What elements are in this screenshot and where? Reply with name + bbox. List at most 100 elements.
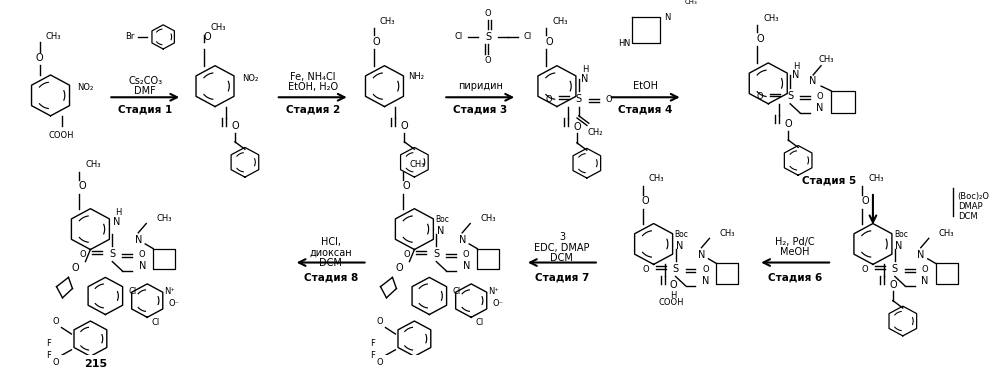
Text: N⁺: N⁺: [488, 287, 499, 296]
Text: DMAP: DMAP: [958, 202, 982, 211]
Text: S: S: [109, 249, 116, 259]
Text: O: O: [921, 265, 928, 273]
Text: H: H: [618, 39, 625, 48]
Text: Cl: Cl: [151, 318, 159, 328]
Text: CH₃: CH₃: [763, 14, 779, 23]
Text: N⁺: N⁺: [164, 287, 175, 296]
Text: N: N: [135, 235, 142, 245]
Text: COOH: COOH: [658, 298, 684, 307]
Text: O: O: [139, 250, 146, 259]
Text: COOH: COOH: [49, 131, 74, 140]
Text: O: O: [373, 36, 381, 47]
Text: HCl,: HCl,: [321, 237, 341, 247]
Text: N: N: [676, 241, 683, 251]
Text: NO₂: NO₂: [242, 74, 258, 83]
Text: MeOH: MeOH: [780, 247, 810, 257]
Text: CH₃: CH₃: [939, 229, 954, 238]
Text: O: O: [669, 280, 677, 290]
Text: N: N: [816, 103, 824, 113]
Text: O: O: [641, 196, 649, 206]
Text: O: O: [757, 92, 763, 101]
Text: O: O: [72, 263, 79, 273]
Text: Стадия 1: Стадия 1: [118, 105, 173, 114]
Text: 215: 215: [84, 359, 107, 368]
Text: S: S: [575, 94, 582, 104]
Text: DCM: DCM: [320, 258, 342, 268]
Text: S: S: [892, 264, 898, 274]
Text: Boc: Boc: [894, 230, 908, 239]
Text: N: N: [459, 235, 466, 245]
Text: N: N: [463, 261, 470, 271]
Text: O: O: [702, 265, 708, 273]
Text: CH₂: CH₂: [587, 128, 602, 137]
Text: CH₃: CH₃: [818, 55, 834, 64]
Text: O: O: [79, 250, 86, 259]
Text: O: O: [545, 36, 552, 47]
Text: H: H: [115, 208, 122, 217]
Text: Стадия 6: Стадия 6: [768, 272, 822, 282]
Text: O: O: [861, 265, 868, 273]
Text: 3: 3: [558, 233, 565, 243]
Text: CH₃: CH₃: [410, 160, 426, 169]
Text: H: H: [581, 65, 588, 74]
Text: S: S: [434, 249, 440, 259]
Text: CH₃: CH₃: [719, 229, 735, 238]
Text: N: N: [581, 74, 588, 84]
Text: H: H: [670, 290, 676, 300]
Text: O: O: [52, 358, 59, 367]
Text: O: O: [377, 358, 383, 367]
Text: N: N: [139, 261, 146, 271]
Text: O: O: [401, 121, 409, 131]
Text: Стадия 3: Стадия 3: [453, 105, 507, 114]
Text: S: S: [672, 264, 678, 274]
Text: N: N: [623, 39, 630, 48]
Text: Boc: Boc: [674, 230, 688, 239]
Text: Br: Br: [126, 32, 135, 42]
Text: O: O: [377, 318, 383, 326]
Text: EtOH, H₂O: EtOH, H₂O: [288, 82, 338, 92]
Text: O⁻: O⁻: [493, 299, 503, 308]
Text: O: O: [861, 196, 869, 206]
Text: пиридин: пиридин: [458, 81, 502, 91]
Text: O: O: [485, 9, 492, 18]
Text: O: O: [642, 265, 649, 273]
Text: Стадия 2: Стадия 2: [286, 105, 340, 114]
Text: N: N: [809, 77, 817, 86]
Text: Стадия 4: Стадия 4: [618, 105, 673, 114]
Text: O: O: [756, 34, 764, 44]
Text: (Boc)₂O: (Boc)₂O: [958, 192, 990, 201]
Text: N: N: [895, 241, 902, 251]
Text: Fe, NH₄Cl: Fe, NH₄Cl: [290, 72, 336, 82]
Text: N: N: [437, 226, 444, 236]
Text: CH₃: CH₃: [157, 215, 172, 223]
Text: Cl: Cl: [476, 318, 484, 328]
Text: O: O: [403, 250, 410, 259]
Text: N: N: [792, 70, 800, 80]
Text: O: O: [817, 92, 823, 101]
Text: CH₃: CH₃: [649, 174, 664, 184]
Text: F: F: [46, 339, 51, 348]
Text: CH₃: CH₃: [481, 215, 496, 223]
Text: NH₂: NH₂: [409, 72, 425, 81]
Text: O: O: [52, 318, 59, 326]
Text: диоксан: диоксан: [310, 247, 352, 257]
Text: CH₃: CH₃: [380, 17, 396, 26]
Text: O⁻: O⁻: [169, 299, 180, 308]
Text: O: O: [573, 122, 580, 132]
Text: O: O: [403, 181, 411, 191]
Text: EtOH: EtOH: [633, 81, 658, 91]
Text: O: O: [36, 53, 43, 63]
Text: O: O: [485, 56, 492, 65]
Text: H₂, Pd/C: H₂, Pd/C: [775, 237, 815, 247]
Text: DMF: DMF: [134, 86, 156, 96]
Text: Cl: Cl: [453, 287, 461, 296]
Text: F: F: [370, 339, 375, 348]
Text: Стадия 8: Стадия 8: [304, 272, 358, 282]
Text: CH₃: CH₃: [210, 23, 226, 32]
Text: O: O: [396, 263, 404, 273]
Text: NO₂: NO₂: [77, 84, 94, 92]
Text: O: O: [545, 95, 552, 104]
Text: N: N: [697, 250, 705, 260]
Text: N: N: [701, 276, 709, 286]
Text: Boc: Boc: [436, 215, 450, 224]
